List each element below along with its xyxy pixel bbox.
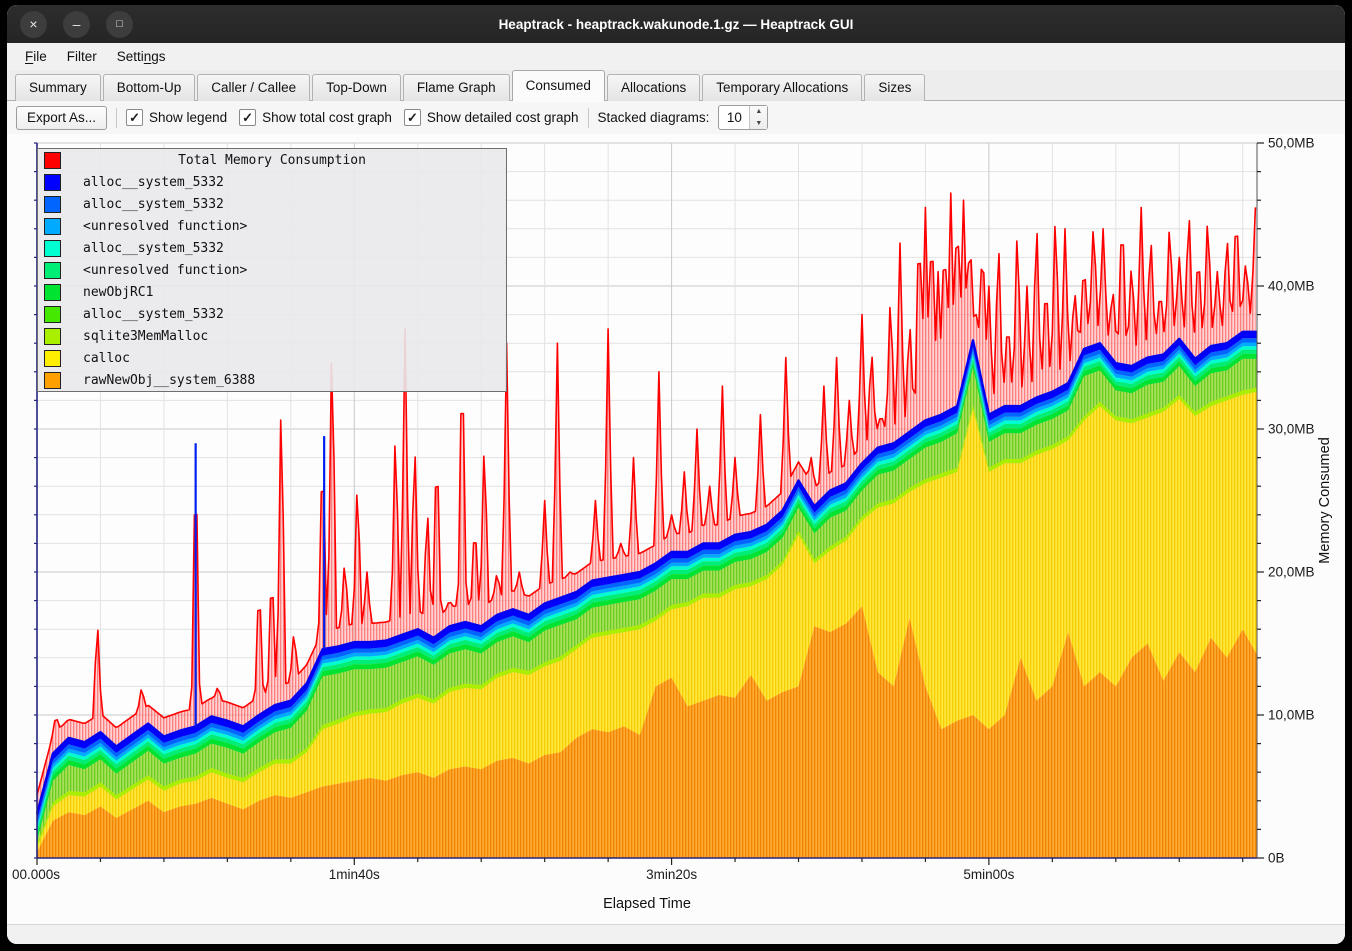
tab-flame-graph[interactable]: Flame Graph: [402, 74, 510, 101]
legend-item: alloc__system_5332: [38, 237, 506, 259]
legend-swatch: [44, 195, 61, 213]
legend-swatch-total: [44, 151, 61, 169]
checkbox-show-detailed-cost-graph[interactable]: ✓ Show detailed cost graph: [403, 109, 579, 126]
legend-label: alloc__system_5332: [83, 174, 224, 190]
window-inner: × – □ Heaptrack - heaptrack.wakunode.1.gz …: [7, 5, 1345, 944]
status-strip: [7, 924, 1345, 944]
legend-label: newObjRC1: [83, 284, 154, 300]
checkbox-icon[interactable]: ✓: [126, 109, 144, 126]
title-bar: × – □ Heaptrack - heaptrack.wakunode.1.gz …: [7, 5, 1345, 43]
legend-item: rawNewObj__system_6388: [38, 369, 506, 391]
export-as-button[interactable]: Export As...: [16, 105, 108, 130]
y-tick-label: 20,0MB: [1268, 565, 1315, 580]
toolbar: Export As... ✓ Show legend ✓ Show total cos…: [7, 101, 1345, 134]
checkbox-show-legend[interactable]: ✓ Show legend: [126, 109, 227, 126]
legend-swatch: [44, 327, 61, 345]
legend-item: sqlite3MemMalloc: [38, 325, 506, 347]
spin-down-icon[interactable]: ▼: [755, 119, 763, 127]
legend-swatch: [44, 283, 61, 301]
tab-summary[interactable]: Summary: [15, 74, 101, 101]
y-tick-label: 50,0MB: [1268, 136, 1315, 151]
legend-item: alloc__system_5332: [38, 303, 506, 325]
legend-label: alloc__system_5332: [83, 196, 224, 212]
legend-label: rawNewObj__system_6388: [83, 372, 256, 388]
legend-item: alloc__system_5332: [38, 171, 506, 193]
legend-swatch: [44, 305, 61, 323]
checkbox-show-total-cost-graph[interactable]: ✓ Show total cost graph: [239, 109, 392, 126]
legend-label: <unresolved function>: [83, 262, 248, 278]
x-tick-label: 3min20s: [646, 867, 697, 882]
stacked-diagrams-stepper[interactable]: 10 ▲ ▼: [718, 105, 769, 130]
tab-allocations[interactable]: Allocations: [606, 74, 701, 101]
tab-bottom-up[interactable]: Bottom-Up: [102, 74, 196, 101]
checkbox-label: Show legend: [149, 110, 228, 125]
legend-label: alloc__system_5332: [83, 240, 224, 256]
legend-item: newObjRC1: [38, 281, 506, 303]
legend-label: sqlite3MemMalloc: [83, 328, 209, 344]
y-tick-label: 10,0MB: [1268, 708, 1315, 723]
menu-settings[interactable]: Settings: [116, 49, 166, 64]
checkbox-icon[interactable]: ✓: [403, 109, 421, 126]
tab-consumed[interactable]: Consumed: [511, 70, 605, 101]
y-tick-label: 0B: [1268, 851, 1285, 866]
menu-filter[interactable]: Filter: [66, 49, 97, 64]
y-tick-label: 30,0MB: [1268, 422, 1315, 437]
legend-label: alloc__system_5332: [83, 306, 224, 322]
stacked-diagrams-label: Stacked diagrams:: [597, 110, 710, 125]
legend-item: <unresolved function>: [38, 215, 506, 237]
checkbox-label: Show total cost graph: [262, 110, 392, 125]
minimize-button[interactable]: –: [63, 10, 90, 38]
x-tick-label: 1min40s: [329, 867, 380, 882]
maximize-button[interactable]: □: [106, 10, 133, 38]
tab-temporary-allocations[interactable]: Temporary Allocations: [702, 74, 863, 101]
tab-bar: Summary Bottom-Up Caller / Callee Top-Down F…: [7, 70, 1345, 101]
menu-bar: File Filter Settings: [7, 43, 1345, 70]
legend-item: alloc__system_5332: [38, 193, 506, 215]
checkbox-label: Show detailed cost graph: [426, 110, 579, 125]
x-tick-label: 5min00s: [963, 867, 1014, 882]
menu-file[interactable]: File: [25, 49, 47, 64]
close-button[interactable]: ×: [20, 10, 47, 38]
legend-item: <unresolved function>: [38, 259, 506, 281]
legend-title: Total Memory Consumption: [178, 152, 366, 168]
tab-top-down[interactable]: Top-Down: [312, 74, 401, 101]
y-tick-label: 40,0MB: [1268, 279, 1315, 294]
tab-sizes[interactable]: Sizes: [864, 74, 926, 101]
legend-swatch: [44, 371, 61, 389]
legend-swatch: [44, 173, 61, 191]
spin-up-icon[interactable]: ▲: [755, 108, 763, 116]
legend-swatch: [44, 349, 61, 367]
window-title: Heaptrack - heaptrack.wakunode.1.gz — He…: [498, 16, 854, 32]
window-controls: × – □: [7, 10, 133, 38]
checkbox-icon[interactable]: ✓: [239, 109, 257, 126]
legend-swatch: [44, 261, 61, 279]
legend-swatch: [44, 217, 61, 235]
toolbar-separator: [116, 107, 118, 128]
tab-caller-callee[interactable]: Caller / Callee: [197, 74, 311, 101]
legend-label: <unresolved function>: [83, 218, 248, 234]
x-axis-label: Elapsed Time: [603, 896, 691, 912]
x-tick-label: 00.000s: [12, 867, 60, 882]
y-axis-label: Memory Consumed: [1317, 437, 1333, 564]
legend-swatch: [44, 239, 61, 257]
legend-title-row: Total Memory Consumption: [38, 149, 506, 171]
legend-label: calloc: [83, 350, 130, 366]
legend-item: calloc: [38, 347, 506, 369]
chart-legend: Total Memory Consumption alloc__system_53…: [37, 148, 507, 392]
toolbar-separator: [587, 107, 589, 128]
stacked-diagrams-value: 10: [726, 110, 742, 125]
memory-consumption-chart[interactable]: Total Memory Consumption alloc__system_53…: [7, 134, 1345, 924]
